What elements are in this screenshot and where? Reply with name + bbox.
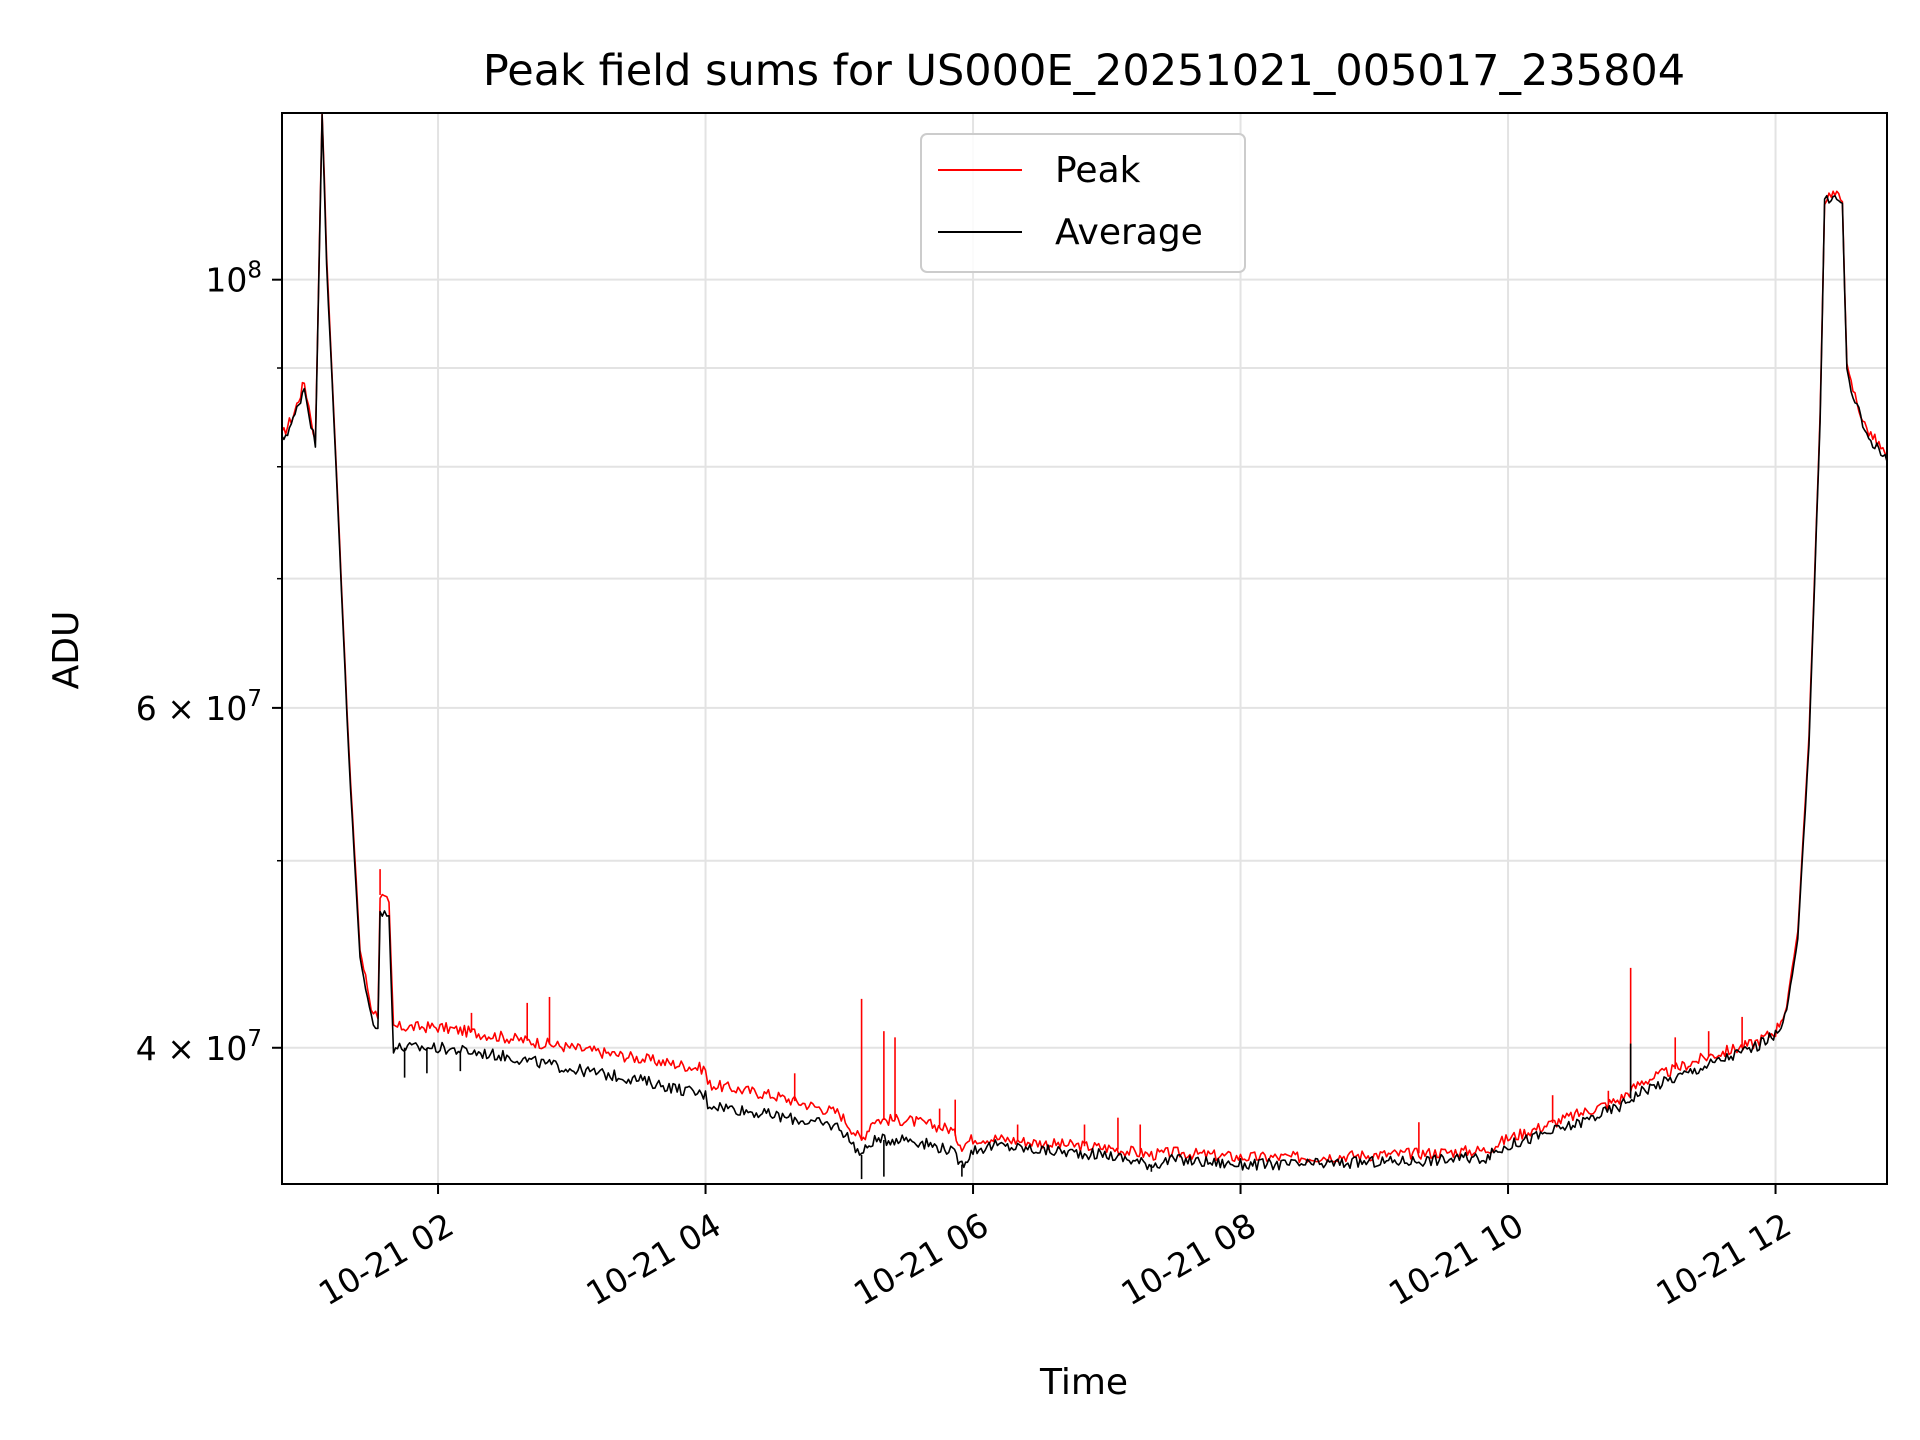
y-tick-label-exponent: 7 [247, 686, 262, 712]
y-axis-label: ADU [46, 611, 87, 690]
plot-frame [281, 112, 1888, 1185]
y-tick-label-exponent: 8 [247, 258, 262, 284]
y-tick-label: 108 [205, 258, 262, 300]
y-tick-label-exponent: 7 [247, 1026, 262, 1052]
y-tick-label: 6 × 107 [136, 686, 262, 728]
y-tick-label-base: 6 × 10 [136, 689, 248, 728]
series-peak [282, 113, 1887, 1164]
y-tick-label-base: 10 [205, 261, 247, 300]
legend-box [920, 133, 1246, 273]
gridlines [282, 113, 1887, 1184]
legend-label-peak: Peak [1055, 150, 1141, 191]
legend: Peak Average [920, 133, 1246, 273]
series-line-average [282, 113, 1887, 1171]
series-average [282, 113, 1887, 1180]
legend-label-average: Average [1055, 212, 1203, 253]
x-axis-label: Time [1039, 1362, 1128, 1403]
y-tick-label: 4 × 107 [136, 1026, 262, 1068]
series-layer [282, 113, 1887, 1180]
chart-title: Peak field sums for US000E_20251021_0050… [483, 46, 1685, 96]
y-tick-label-base: 4 × 10 [136, 1029, 248, 1068]
tick-marks [272, 278, 1777, 1194]
